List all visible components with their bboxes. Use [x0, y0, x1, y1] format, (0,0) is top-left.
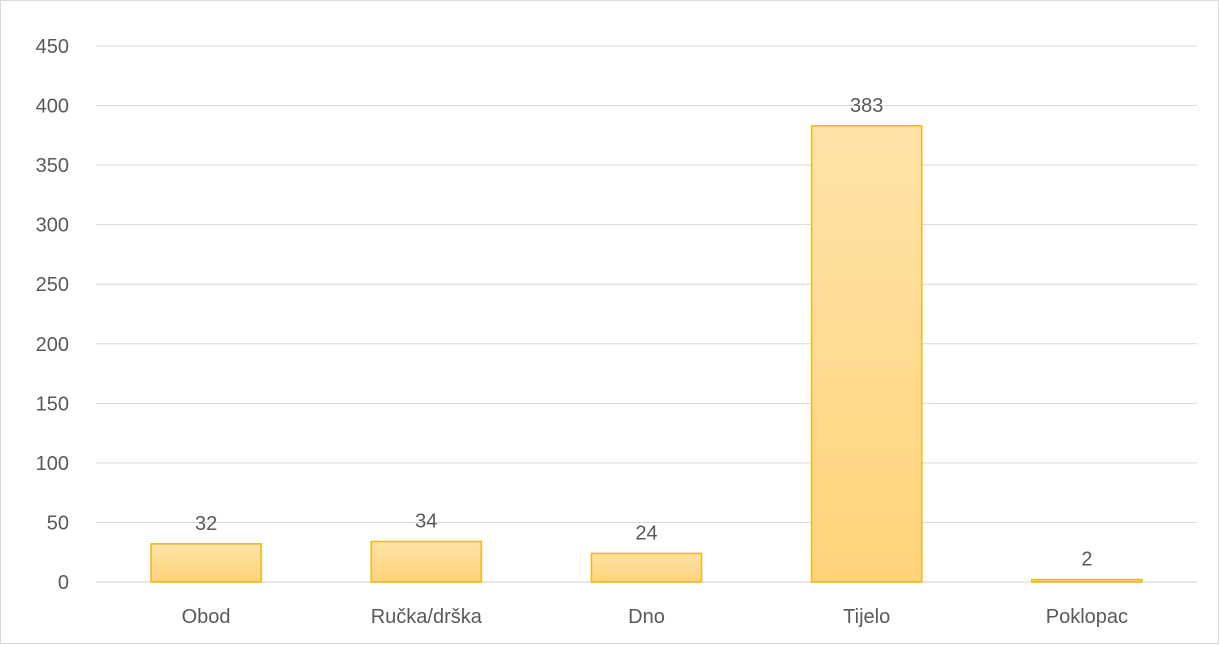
bar-poklopac	[1031, 578, 1143, 583]
y-tick-label: 400	[36, 96, 69, 118]
bar-obod	[150, 543, 262, 583]
bar-tijelo	[810, 125, 923, 583]
y-tick-label: 0	[58, 572, 69, 594]
x-tick-label: Tijelo	[843, 606, 890, 628]
y-tick-label: 100	[36, 453, 69, 475]
x-tick-label: Dno	[628, 606, 665, 628]
y-tick-label: 200	[36, 334, 69, 356]
data-labels: 32 34 24 383 2	[195, 95, 1092, 571]
gridlines	[96, 45, 1197, 583]
data-label: 2	[1081, 549, 1092, 571]
bars	[150, 125, 1143, 583]
y-tick-label: 350	[36, 155, 69, 177]
x-tick-label: Poklopac	[1046, 606, 1128, 628]
data-label: 383	[850, 95, 883, 117]
bar-dno	[590, 552, 703, 583]
x-axis-tick-labels: Obod Ručka/drška Dno Tijelo Poklopac	[182, 606, 1128, 628]
y-tick-label: 300	[36, 215, 69, 237]
data-label: 24	[635, 522, 657, 544]
y-axis-tick-labels: 0 50 100 150 200 250 300 350 400 450	[36, 36, 69, 594]
data-label: 34	[415, 511, 437, 533]
y-tick-label: 50	[47, 512, 69, 534]
data-label: 32	[195, 513, 217, 535]
x-tick-label: Obod	[182, 606, 231, 628]
bar-ručka-drška	[370, 540, 483, 583]
x-tick-label: Ručka/drška	[371, 606, 483, 628]
y-tick-label: 450	[36, 36, 69, 58]
y-tick-label: 250	[36, 274, 69, 296]
y-tick-label: 150	[36, 393, 69, 415]
